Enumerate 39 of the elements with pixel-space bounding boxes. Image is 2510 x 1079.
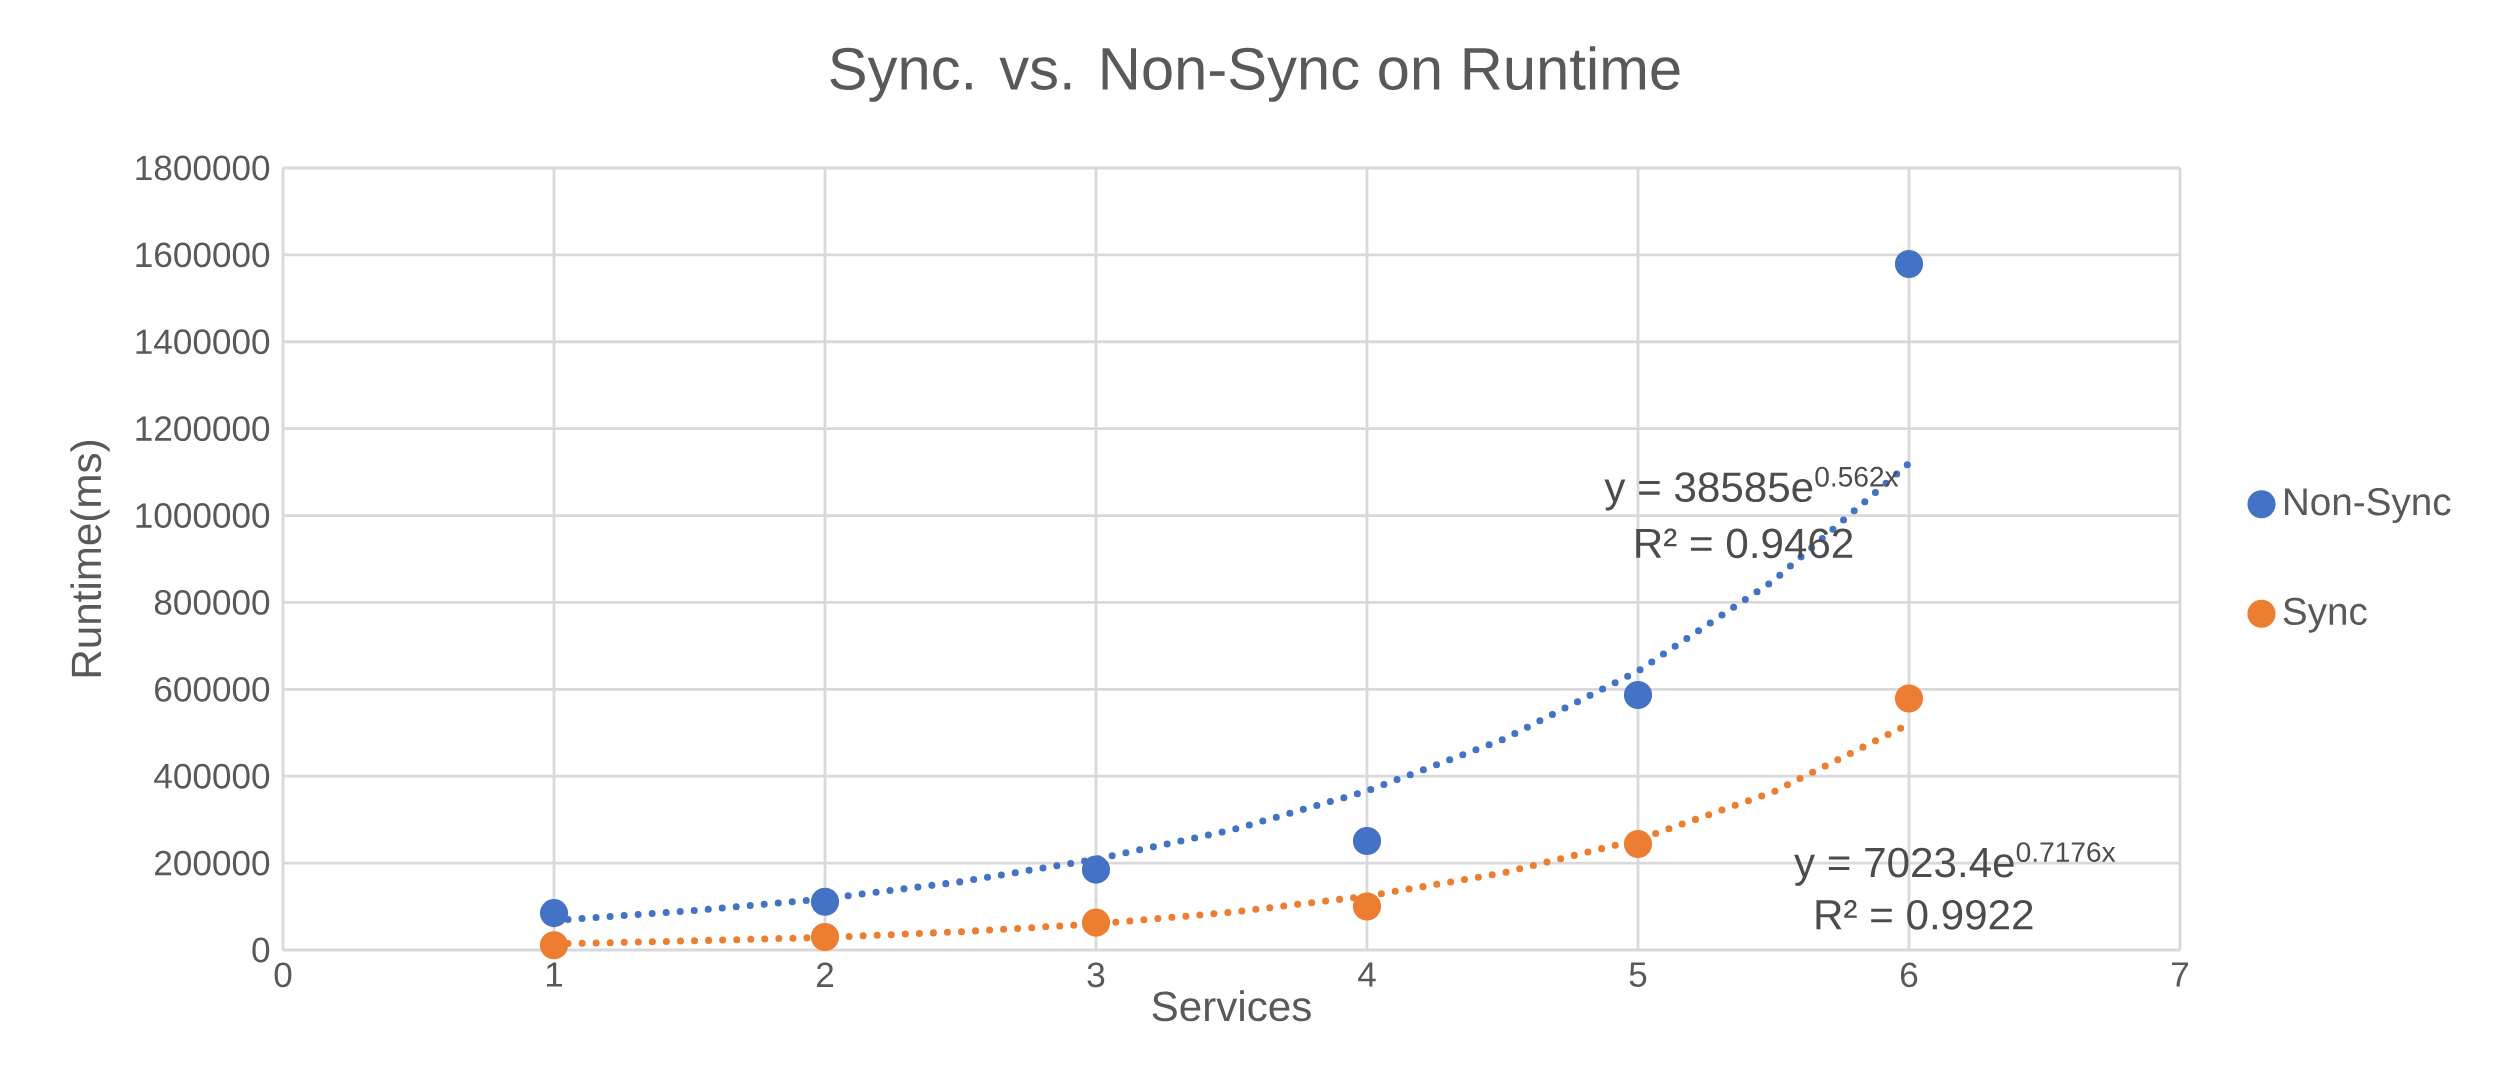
x-tick-label: 7	[2172, 962, 2189, 987]
point	[1081, 908, 1111, 937]
point	[1352, 826, 1382, 856]
x-tick-label: 6	[1900, 962, 1918, 988]
y-tick-label: 400000	[154, 763, 270, 789]
x-tick-label: 0	[274, 962, 292, 988]
point	[1623, 680, 1653, 710]
point	[1894, 684, 1924, 713]
chart-title: Sync. vs. Non-Sync on Runtime	[830, 46, 1680, 102]
point	[1352, 892, 1382, 921]
legend-label: Sync	[2283, 597, 2367, 633]
y-tick-label: 1200000	[136, 416, 270, 442]
annotation: R² = 0.9462	[1636, 528, 1853, 559]
y-tick-label: 1800000	[136, 155, 270, 181]
annotation: y = 7023.4e$^{0.7176x}$	[1794, 842, 2116, 886]
annotation: y = 38585e$^{0.562x}$	[1604, 466, 1899, 511]
point	[539, 931, 569, 960]
x-tick-label: 2	[816, 962, 834, 987]
y-tick-label: 600000	[155, 676, 270, 702]
point	[1623, 829, 1653, 859]
legend-label: Non-Sync	[2285, 488, 2451, 524]
x-tick-label: 3	[1087, 962, 1105, 988]
point	[1081, 855, 1111, 884]
y-tick-label: 1000000	[136, 503, 270, 528]
y-axis-title: Runtime(ms)	[70, 440, 110, 677]
x-axis-title: Services	[1152, 990, 1311, 1022]
point	[1894, 249, 1924, 279]
annotation: R² = 0.9922	[1816, 899, 2033, 930]
y-tick-label: 800000	[154, 590, 270, 615]
x-tick-label: 5	[1629, 962, 1647, 987]
point	[539, 899, 569, 928]
y-tick-label: 200000	[155, 850, 270, 876]
point	[810, 922, 840, 952]
point	[810, 887, 840, 916]
y-tick-label: 1600000	[136, 242, 270, 268]
x-tick-label: 1	[546, 962, 563, 987]
x-tick-label: 4	[1358, 962, 1376, 987]
y-tick-label: 1400000	[136, 329, 270, 355]
y-tick-label: 0	[252, 937, 270, 963]
